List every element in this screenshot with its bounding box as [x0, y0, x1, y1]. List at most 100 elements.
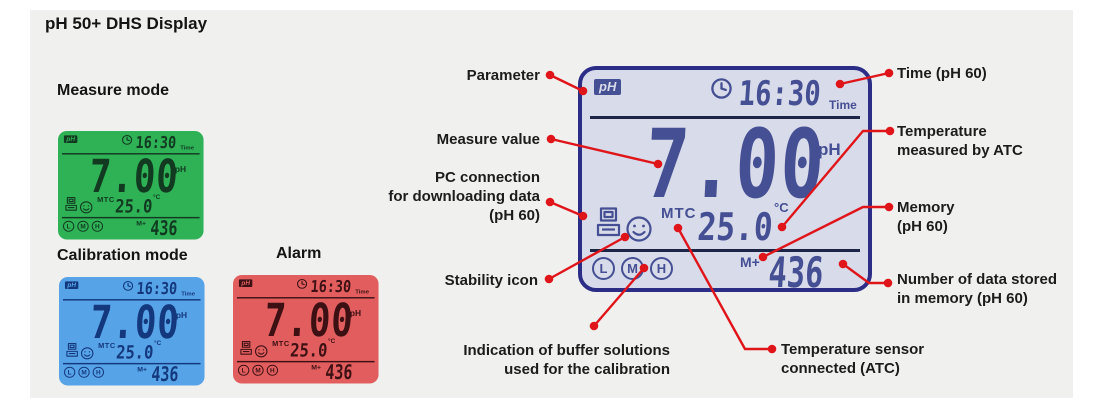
memory-plus-label: M+: [311, 363, 322, 371]
clock-icon: [296, 278, 308, 289]
ph-unit-label: pH: [818, 140, 841, 159]
temperature-unit: °C: [774, 200, 789, 215]
alarm-mode-label: Alarm: [276, 245, 322, 262]
alarm-mode-display: pH 16:30 Time 7.00 pH MTC 25.0 °C L M H …: [233, 275, 379, 384]
callout-temp-line1: Temperature: [897, 123, 987, 140]
stability-smiley-icon: [626, 216, 652, 242]
divider-top: [236, 297, 375, 299]
parameter-badge: pH: [594, 79, 622, 95]
pc-connection-icon: [66, 342, 78, 357]
callout-measure-value-label: Measure value: [436, 131, 540, 148]
memory-count: 436: [150, 362, 180, 386]
buffer-high-indicator: H: [266, 364, 279, 376]
temperature-value: 25.0: [289, 339, 329, 361]
buffer-high-indicator: H: [650, 257, 673, 280]
callout-pc-line2: for downloading data: [388, 188, 540, 205]
divider-bottom: [62, 362, 201, 365]
buffer-low-indicator: L: [63, 366, 76, 378]
time-label: Time: [181, 290, 196, 298]
callout-buffers-line1: Indication of buffer solutions: [463, 342, 670, 359]
callout-pc-line1: PC connection: [434, 169, 540, 186]
temperature-unit: °C: [154, 339, 162, 347]
memory-plus-label: M+: [137, 365, 148, 373]
callout-pc-line3: (pH 60): [489, 207, 540, 224]
stability-smiley-icon: [254, 345, 268, 358]
buffer-low-indicator: L: [237, 364, 250, 376]
memory-count: 436: [767, 248, 825, 297]
ph-unit-label: pH: [174, 164, 187, 174]
measure-value: 7.00: [642, 110, 829, 220]
parameter-badge: pH: [63, 135, 78, 143]
callout-stored-line2: in memory (pH 60): [897, 290, 1028, 307]
time-label: Time: [180, 144, 195, 152]
callout-memory-line2: (pH 60): [897, 218, 948, 235]
callout-parameter-label: Parameter: [466, 67, 540, 84]
callout-buffer-solutions-label: Indication of buffer solutions used for …: [463, 341, 670, 379]
measure-value: 7.00: [87, 150, 180, 203]
measure-value: 7.00: [262, 294, 355, 347]
time-label: Time: [829, 98, 857, 112]
divider-bottom: [236, 360, 375, 363]
buffer-indicators: L M H: [63, 366, 105, 378]
ph-unit-label: pH: [349, 308, 362, 318]
calibration-mode-label: Calibration mode: [57, 247, 188, 264]
temp-mode-label: MTC: [661, 205, 697, 222]
memory-count: 436: [149, 216, 179, 240]
buffer-mid-indicator: M: [77, 220, 89, 232]
page-title: pH 50+ DHS Display: [45, 14, 208, 33]
temperature-unit: °C: [328, 337, 336, 345]
callout-buffers-line2: used for the calibration: [504, 361, 670, 378]
memory-count: 436: [324, 360, 354, 384]
buffer-indicators: L M H: [237, 364, 279, 376]
parameter-badge: pH: [238, 279, 253, 287]
clock-icon: [122, 280, 134, 291]
temperature-value: 25.0: [115, 341, 155, 363]
buffer-indicators: L M H: [592, 257, 673, 280]
callout-temp-line2: measured by ATC: [897, 142, 1023, 159]
clock-icon: [711, 78, 732, 99]
buffer-low-indicator: L: [592, 257, 615, 280]
callout-time-label: Time (pH 60): [897, 65, 987, 82]
buffer-mid-indicator: M: [252, 364, 264, 376]
temperature-value: 25.0: [696, 205, 775, 249]
buffer-low-indicator: L: [62, 220, 75, 232]
time-display: 16:30: [737, 74, 823, 114]
buffer-high-indicator: H: [92, 366, 105, 378]
buffer-mid-indicator: M: [78, 366, 90, 378]
callout-sensor-line1: Temperature sensor: [781, 341, 925, 358]
memory-plus-label: M+: [740, 254, 760, 270]
temp-mode-label: MTC: [97, 195, 115, 204]
stability-smiley-icon: [79, 201, 93, 214]
time-display: 16:30: [309, 276, 352, 297]
time-display: 16:30: [134, 132, 177, 153]
pc-connection-icon: [65, 196, 77, 211]
pc-connection-icon: [240, 340, 252, 355]
temperature-value: 25.0: [114, 195, 154, 217]
callout-memory-label: Memory (pH 60): [897, 198, 955, 236]
main-display: pH 16:30 Time 7.00 pH MTC 25.0 °C L M H …: [578, 66, 872, 297]
measure-value: 7.00: [88, 296, 181, 349]
time-label: Time: [355, 288, 370, 296]
measure-mode-display: pH 16:30 Time 7.00 pH MTC 25.0 °C L M H …: [58, 131, 204, 240]
callout-stability-label: Stability icon: [444, 272, 538, 289]
divider-top: [61, 153, 200, 155]
divider-top: [590, 116, 860, 119]
divider-bottom: [61, 216, 200, 219]
parameter-badge: pH: [64, 281, 79, 289]
callout-pc-connection-label: PC connection for downloading data (pH 6…: [388, 168, 540, 225]
memory-plus-label: M+: [136, 219, 147, 227]
stability-smiley-icon: [80, 347, 94, 360]
pc-connection-icon: [596, 207, 621, 237]
buffer-high-indicator: H: [91, 220, 104, 232]
callout-stored-data-label: Number of data stored in memory (pH 60): [897, 270, 1057, 308]
temp-mode-label: MTC: [98, 341, 116, 350]
buffer-mid-indicator: M: [621, 257, 644, 280]
callout-sensor-line2: connected (ATC): [781, 360, 900, 377]
callout-stored-line1: Number of data stored: [897, 271, 1058, 288]
callout-temperature-label: Temperature measured by ATC: [897, 122, 1023, 160]
time-display: 16:30: [135, 278, 178, 299]
callout-memory-line1: Memory: [897, 199, 955, 216]
measure-mode-label: Measure mode: [57, 82, 170, 99]
calibration-mode-display: pH 16:30 Time 7.00 pH MTC 25.0 °C L M H …: [59, 277, 205, 386]
ph-unit-label: pH: [175, 310, 188, 320]
